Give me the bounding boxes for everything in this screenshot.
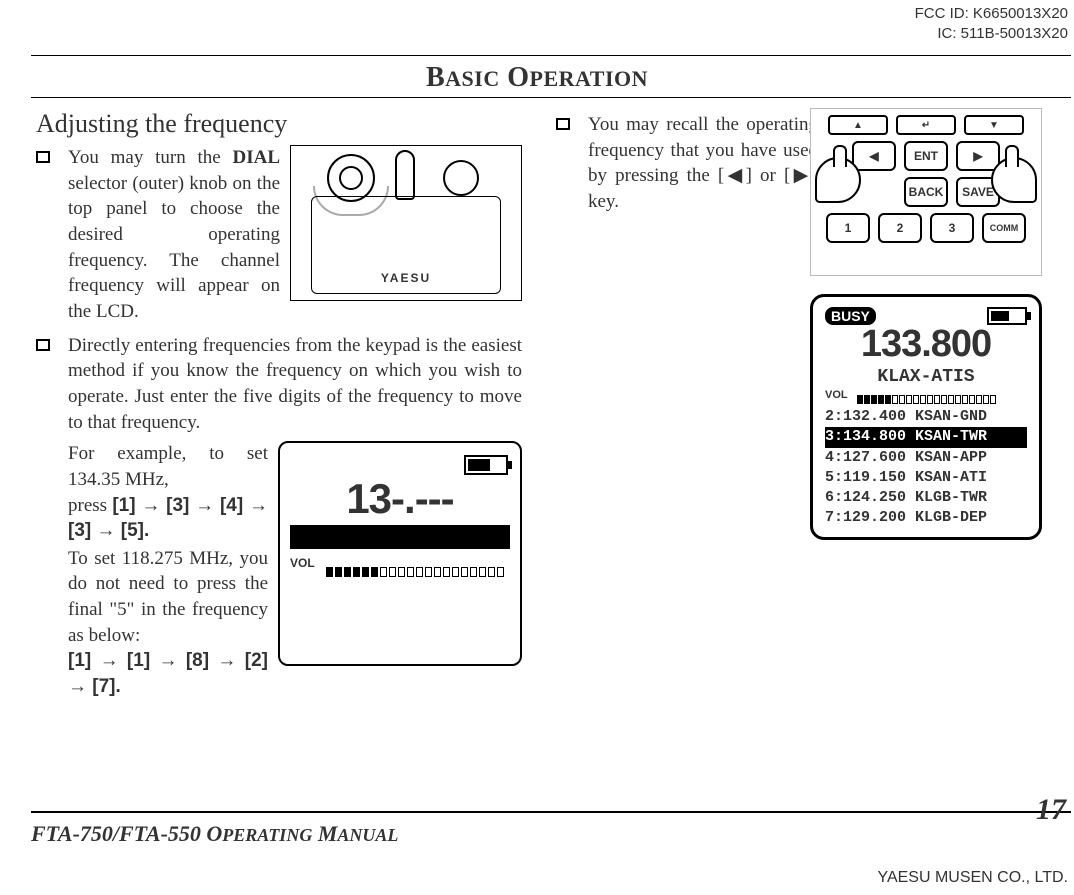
footer-company: YAESU MUSEN CO., LTD.: [877, 869, 1068, 887]
bullet-box-icon: [36, 151, 50, 163]
rule-top-1: [31, 55, 1071, 56]
key-right: ▶: [956, 141, 1000, 171]
lcd2-vol-row: VOL: [825, 391, 1027, 403]
hand-left-icon: [815, 157, 861, 203]
softkey-up: ▲: [828, 115, 888, 135]
vol-bar: [857, 391, 1027, 401]
p1b: selector (outer) knob on the top panel t…: [68, 173, 280, 322]
memory-row: 3:134.800 KSAN-TWR: [825, 427, 1027, 447]
lcd2-freq: 133.800: [813, 323, 1039, 366]
key-3: 3: [930, 213, 974, 243]
memory-list: 2:132.400 KSAN-GND3:134.800 KSAN-TWR4:12…: [825, 407, 1027, 529]
softkey-down: ▼: [964, 115, 1024, 135]
footer-rule: [31, 811, 1071, 813]
key-ent: ENT: [904, 141, 948, 171]
figure-keypad: ▲ ↵ ▼ ◀ ENT ▶ BACK SAVE 1 2 3: [810, 108, 1042, 276]
right-column: You may recall the operating frequency t…: [556, 108, 1042, 548]
figure-lcd-memory: BUSY 133.800 KLAX-ATIS VOL 2:132.400 KSA…: [810, 294, 1042, 540]
bullet-2-text: Directly entering frequencies from the k…: [68, 333, 522, 436]
example-text: 13-.--- VOL For example, to set 134.35 M…: [68, 441, 522, 699]
key-1: 1: [826, 213, 870, 243]
left-column: Adjusting the frequency YAESU You may tu…: [36, 108, 522, 700]
p1bold: DIAL: [232, 147, 280, 168]
memory-row: 5:119.150 KSAN-ATI: [825, 468, 1027, 488]
ex2a: press: [68, 495, 112, 516]
brand-label: YAESU: [291, 270, 521, 286]
figure-lcd-entry: 13-.--- VOL: [278, 441, 522, 666]
memory-row: 4:127.600 KSAN-APP: [825, 448, 1027, 468]
lcd-partial-freq: 13-.---: [280, 471, 520, 528]
key-comm: COMM: [982, 213, 1026, 243]
vol-label: VOL: [290, 555, 315, 571]
t1: B: [426, 62, 445, 93]
bullet-right-text: You may recall the operating frequency t…: [588, 112, 818, 215]
bullet-box-icon: [36, 339, 50, 351]
key-2: 2: [878, 213, 922, 243]
fcc-id: FCC ID: K6650013X20: [915, 4, 1068, 24]
bullet-box-icon: [556, 118, 570, 130]
battery-fill: [991, 311, 1009, 321]
softkey-enter: ↵: [896, 115, 956, 135]
small-knob-icon: [443, 160, 479, 196]
figure-top-panel: YAESU: [290, 145, 522, 301]
soft-row: ▲ ↵ ▼: [819, 115, 1033, 135]
memory-row: 2:132.400 KSAN-GND: [825, 407, 1027, 427]
t3: O: [500, 62, 530, 93]
num-row: 1 2 3 COMM: [819, 213, 1033, 243]
rule-top-2: [31, 97, 1071, 98]
p1a: You may turn the: [68, 147, 232, 168]
t4: PERATION: [530, 66, 649, 91]
bullet-1: YAESU You may turn the DIAL selector (ou…: [36, 145, 522, 324]
hand-right-icon: [991, 157, 1037, 203]
bullet-2: Directly entering frequencies from the k…: [36, 333, 522, 436]
memory-row: 7:129.200 KLGB-DEP: [825, 508, 1027, 528]
footer-manual-title: FTA-750/FTA-550 OPERATING MANUAL: [31, 821, 398, 847]
section-title: BASIC OPERATION: [0, 62, 1074, 94]
fm2: PERATING: [222, 825, 312, 845]
antenna-icon: [395, 150, 415, 200]
ic-id: IC: 511B-50013X20: [915, 24, 1068, 44]
fm3: M: [312, 821, 337, 846]
t2: ASIC: [445, 66, 500, 91]
vol-label: VOL: [825, 389, 848, 401]
header-ids: FCC ID: K6650013X20 IC: 511B-50013X20: [915, 4, 1068, 43]
subheading-adjusting: Adjusting the frequency: [36, 108, 522, 139]
bullet-1-text: YAESU You may turn the DIAL selector (ou…: [68, 145, 522, 324]
fm1: FTA-750/FTA-550 O: [31, 821, 222, 846]
memory-row: 6:124.250 KLGB-TWR: [825, 488, 1027, 508]
key-left: ◀: [852, 141, 896, 171]
key-back: BACK: [904, 177, 948, 207]
example-block: 13-.--- VOL For example, to set 134.35 M…: [36, 441, 522, 699]
vol-bar: [326, 559, 510, 569]
page-number: 17: [1036, 793, 1066, 827]
battery-fill: [468, 459, 490, 471]
lcd-vol-row: VOL: [290, 555, 510, 571]
fm4: ANUAL: [337, 825, 398, 845]
lcd2-name: KLAX-ATIS: [813, 367, 1039, 387]
page: FCC ID: K6650013X20 IC: 511B-50013X20 BA…: [0, 0, 1074, 895]
lcd-cursor-bar: [290, 525, 510, 549]
